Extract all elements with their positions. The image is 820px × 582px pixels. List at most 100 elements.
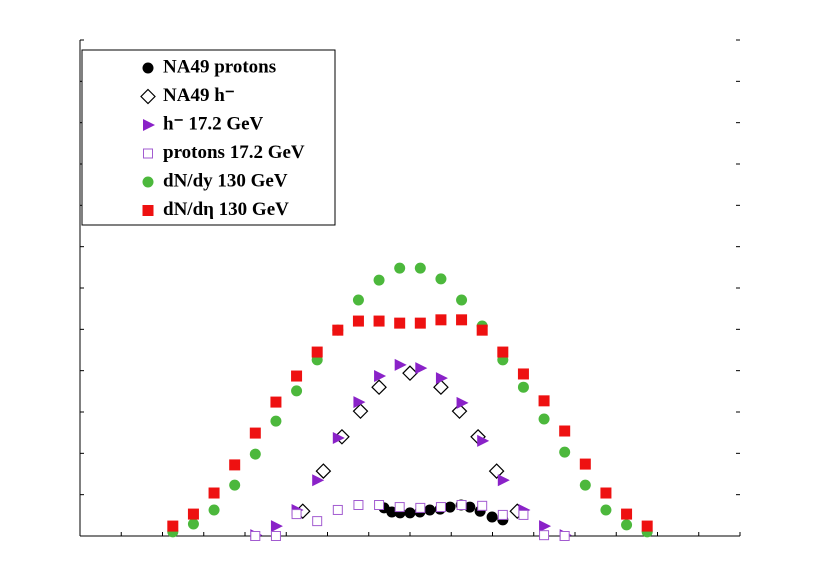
legend: NA49 protons NA49 h⁻ h⁻ 17.2 GeV protons 17…	[81, 49, 336, 226]
point	[167, 520, 179, 532]
point	[249, 448, 261, 460]
point	[394, 502, 405, 513]
point	[270, 415, 282, 427]
point	[229, 459, 241, 471]
point	[518, 509, 529, 520]
point	[539, 520, 552, 533]
point	[270, 531, 281, 541]
point	[332, 432, 345, 445]
point	[424, 504, 436, 516]
point	[208, 504, 220, 516]
point	[497, 509, 508, 520]
legend-marker	[140, 88, 156, 105]
point	[353, 500, 364, 510]
legend-box	[81, 49, 336, 226]
point	[394, 358, 407, 371]
point	[444, 501, 456, 513]
point	[497, 346, 509, 358]
point	[579, 458, 591, 470]
point	[394, 262, 406, 274]
point	[456, 396, 469, 409]
legend-marker	[143, 119, 155, 131]
point	[435, 273, 447, 285]
point	[291, 370, 303, 382]
point	[456, 500, 467, 510]
point	[641, 520, 653, 532]
point	[353, 396, 366, 409]
point	[456, 314, 468, 326]
point	[415, 362, 428, 375]
point	[538, 395, 550, 407]
series	[250, 500, 570, 541]
legend-label: dN/dy 130 GeV	[163, 170, 288, 191]
point	[486, 511, 498, 523]
point	[229, 479, 241, 491]
point	[621, 508, 633, 520]
point	[249, 427, 261, 439]
point	[332, 324, 344, 336]
point	[374, 500, 385, 510]
point	[488, 463, 505, 479]
point	[291, 509, 302, 520]
point	[373, 315, 385, 327]
point	[517, 368, 529, 380]
point	[559, 531, 570, 541]
point	[559, 425, 571, 437]
point	[433, 379, 449, 396]
point	[464, 501, 476, 513]
point	[187, 508, 199, 520]
point	[352, 315, 364, 327]
point	[371, 379, 387, 396]
point	[477, 500, 488, 511]
point	[311, 346, 323, 358]
point	[291, 385, 303, 397]
point	[374, 370, 387, 383]
point	[497, 474, 510, 487]
point	[539, 530, 550, 541]
point	[352, 294, 364, 306]
point	[414, 317, 426, 329]
point	[600, 504, 612, 516]
point	[208, 487, 220, 499]
point	[517, 381, 529, 393]
point	[435, 372, 448, 385]
legend-marker	[142, 205, 154, 216]
point	[476, 324, 488, 336]
point	[402, 365, 418, 381]
series	[167, 262, 653, 538]
point	[600, 487, 612, 499]
point	[538, 413, 550, 425]
point	[621, 519, 633, 531]
legend-marker	[143, 148, 153, 159]
point	[415, 502, 426, 513]
legend-label: NA49 protons	[163, 56, 276, 77]
legend-label: NA49 h⁻	[163, 85, 235, 106]
point	[187, 518, 199, 530]
point	[394, 317, 406, 329]
series	[294, 365, 526, 520]
point	[477, 434, 490, 447]
legend-marker	[142, 62, 154, 74]
point	[404, 507, 416, 519]
legend-label: protons 17.2 GeV	[163, 142, 305, 163]
point	[270, 520, 283, 533]
point	[456, 294, 468, 306]
point	[250, 531, 261, 541]
point	[386, 506, 398, 518]
legend-label: h⁻ 17.2 GeV	[163, 113, 264, 134]
point	[414, 262, 426, 274]
point	[435, 502, 446, 513]
point	[352, 403, 369, 420]
point	[435, 314, 447, 326]
point	[579, 479, 591, 491]
point	[451, 403, 468, 420]
legend-label: dN/dη 130 GeV	[163, 199, 289, 220]
point	[373, 274, 385, 286]
point	[270, 396, 282, 408]
point	[315, 463, 332, 479]
series	[167, 314, 653, 532]
point	[312, 474, 325, 487]
legend-marker	[142, 176, 154, 188]
